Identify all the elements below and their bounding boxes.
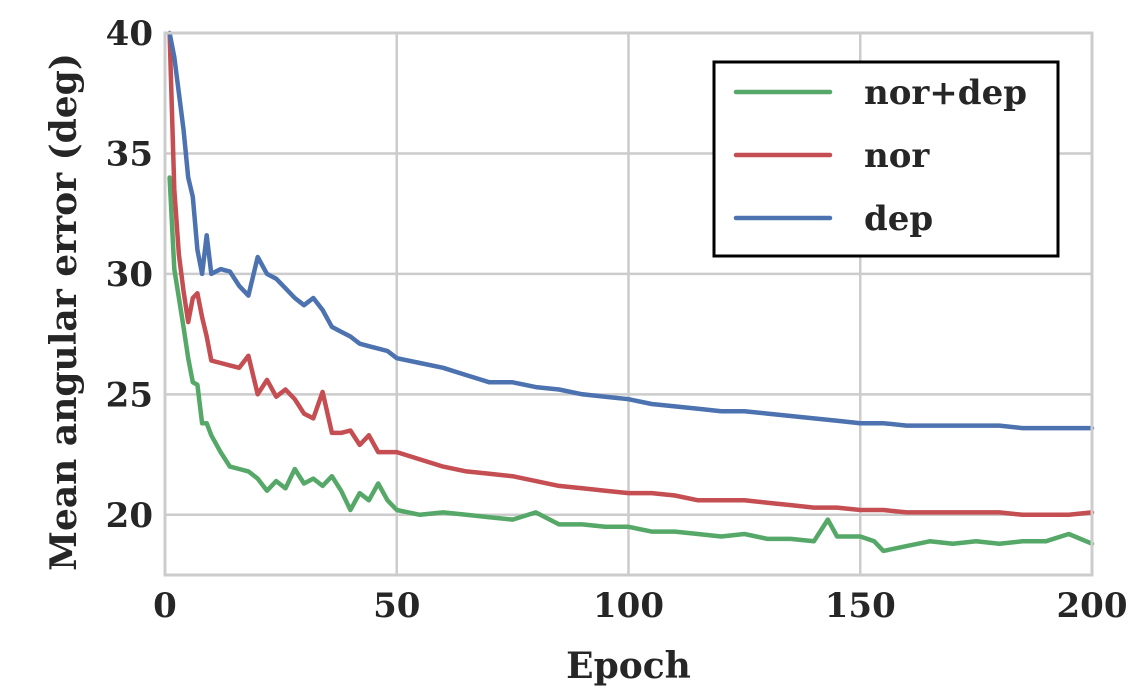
- y-tick-label: 20: [106, 496, 153, 536]
- legend-box: [712, 60, 1060, 258]
- y-tick-label: 35: [106, 134, 153, 174]
- y-axis-label: Mean angular error (deg): [43, 53, 85, 571]
- x-tick-label: 50: [373, 586, 420, 626]
- x-axis-label: Epoch: [566, 645, 691, 687]
- series-lines: [167, 30, 1095, 554]
- x-tick-label: 100: [593, 586, 664, 626]
- legend-label: nor: [864, 136, 930, 176]
- y-tick-label: 30: [106, 255, 153, 295]
- series-line-nor: [167, 30, 1095, 518]
- x-tick-label: 200: [1057, 586, 1128, 626]
- series-line-nor-dep: [167, 175, 1095, 554]
- legend-label: dep: [864, 199, 933, 239]
- x-tick-label: 0: [153, 586, 177, 626]
- y-tick-labels: 20 25 30 35 40: [106, 14, 153, 536]
- legend-label: nor+dep: [864, 73, 1027, 113]
- x-tick-label: 150: [825, 586, 896, 626]
- series-line-dep: [167, 30, 1095, 431]
- plot-frame: [163, 31, 1094, 577]
- y-tick-label: 25: [106, 375, 153, 415]
- x-tick-labels: 0 50 100 150 200: [153, 586, 1127, 626]
- y-tick-label: 40: [106, 14, 153, 54]
- legend: nor+dep nor dep: [712, 60, 1060, 258]
